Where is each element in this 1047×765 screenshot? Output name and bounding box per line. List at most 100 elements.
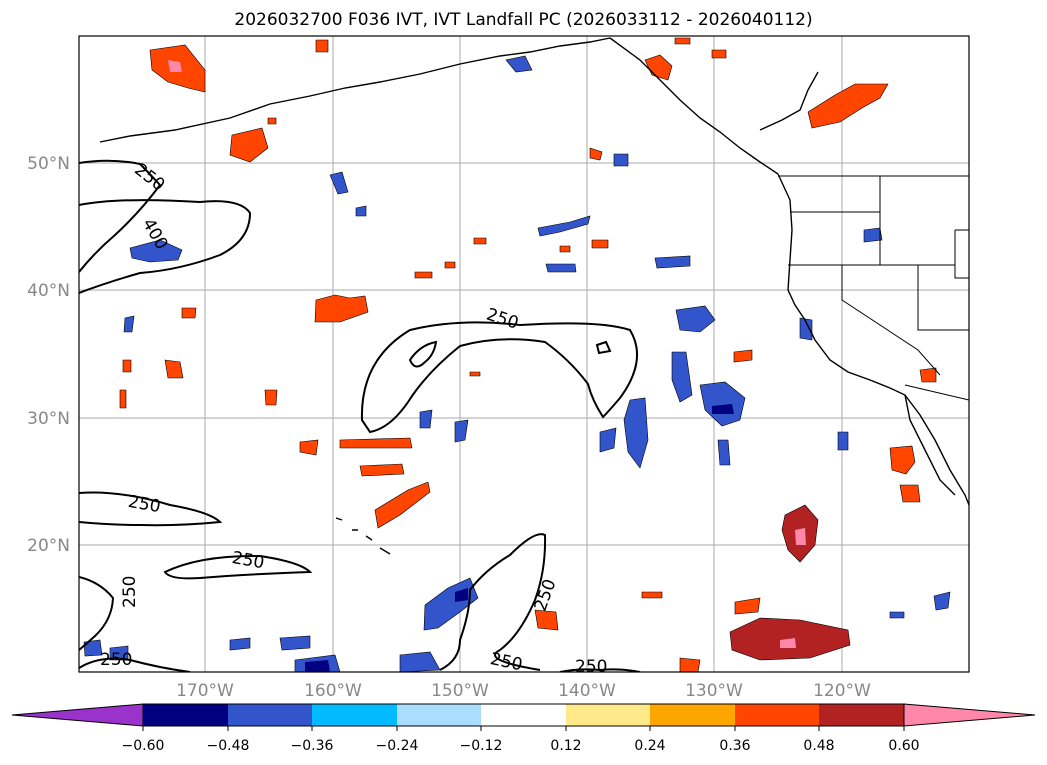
blob-pos: [734, 597, 761, 615]
lon-label: 170°W: [176, 681, 234, 701]
blob-pos: [267, 117, 277, 125]
contour-250-central-small: [595, 340, 612, 355]
blob-pos: [534, 609, 559, 631]
blob-neg: [229, 637, 251, 651]
blob-pos: [559, 245, 571, 253]
longitude-labels: 170°W 160°W 150°W 140°W 130°W 120°W: [176, 681, 871, 701]
colorbar-tick-label: −0.48: [207, 738, 250, 754]
blob-pos: [229, 127, 269, 163]
blob-neg: [837, 431, 849, 451]
blob-pos-core: [168, 60, 182, 72]
colorbar-tick-label: 0.60: [888, 738, 919, 754]
blob-pos: [591, 239, 609, 249]
contour-250-left-edge: [79, 576, 115, 651]
blob-pos: [359, 463, 405, 477]
blob-pos: [641, 591, 663, 599]
contour-250-southwest: [163, 554, 313, 580]
blob-neg: [537, 215, 591, 237]
blob-pos: [299, 439, 319, 456]
coast-baja: [904, 394, 956, 496]
lon-label: 160°W: [304, 681, 362, 701]
blob-pos: [181, 307, 197, 319]
blob-neg: [654, 255, 691, 269]
blob-neg: [83, 639, 103, 657]
latitude-labels: 50°N 40°N 30°N 20°N: [27, 154, 70, 556]
blob-pos: [374, 481, 431, 529]
colorbar-swatch: [312, 704, 397, 726]
blob-pos: [733, 349, 753, 363]
contour-250-west: [79, 491, 223, 527]
border-us-mexico: [904, 384, 969, 401]
lon-label: 120°W: [813, 681, 871, 701]
graticule: [79, 36, 969, 672]
contour-250-north: [79, 159, 162, 273]
coastlines: [99, 37, 969, 555]
blob-pos: [339, 437, 413, 449]
blob-pos: [119, 389, 127, 409]
lon-label: 140°W: [558, 681, 616, 701]
blob-pos: [473, 237, 487, 245]
blob-pos: [674, 37, 691, 45]
blob-neg: [129, 239, 183, 263]
blob-pos: [469, 371, 481, 377]
blob-neg: [123, 315, 135, 333]
blob-pos: [444, 261, 456, 269]
blob-neg: [675, 305, 716, 333]
colorbar-ticks: [142, 726, 905, 731]
blob-neg: [671, 351, 693, 403]
coast-alaska-panhandle: [609, 37, 779, 175]
colorbar: −0.60 −0.48 −0.36 −0.24 −0.12 0.12 0.24 …: [11, 703, 1036, 754]
colorbar-outline: [142, 703, 905, 727]
coast-bc-islands: [759, 71, 819, 131]
colorbar-tick-labels: −0.60 −0.48 −0.36 −0.24 −0.12 0.12 0.24 …: [122, 738, 920, 754]
contour-400: [79, 199, 252, 294]
negative-ivt-regions: [83, 55, 951, 672]
blob-neg: [863, 227, 883, 243]
blob-neg: [889, 611, 905, 619]
colorbar-swatch: [228, 704, 312, 726]
colorbar-swatch: [143, 704, 228, 726]
blob-pos: [807, 83, 889, 129]
blob-neg: [505, 55, 533, 73]
blob-neg: [717, 439, 731, 466]
lon-label: 150°W: [431, 681, 489, 701]
colorbar-extend-high: [903, 703, 1036, 727]
colorbar-swatch: [481, 704, 566, 726]
blob-neg: [613, 153, 629, 167]
border-ca-nv: [841, 265, 941, 376]
border-nv-az: [917, 265, 969, 331]
blob-pos: [644, 54, 673, 81]
colorbar-tick-label: 0.48: [803, 738, 834, 754]
blob-neg-core: [712, 404, 734, 414]
contour-label: 250: [100, 650, 132, 670]
coast-west-us: [777, 173, 969, 506]
blob-pos: [314, 294, 369, 323]
colorbar-swatch: [735, 704, 819, 726]
blob-pos: [264, 389, 278, 406]
contour-label: 250: [120, 576, 140, 608]
blob-pos-core: [780, 638, 796, 648]
colorbar-extend-low: [11, 703, 144, 727]
lat-label: 50°N: [27, 154, 70, 174]
blob-pos: [919, 367, 937, 383]
colorbar-tick-label: −0.36: [291, 738, 334, 754]
blob-pos: [711, 49, 727, 59]
colorbar-swatch: [566, 704, 650, 726]
map-plot-area: [79, 36, 969, 672]
contour-250-south: [439, 533, 547, 671]
lat-label: 40°N: [27, 281, 70, 301]
blob-pos: [899, 484, 921, 503]
blob-pos: [164, 359, 184, 379]
blob-neg: [454, 419, 469, 443]
colorbar-tick-label: −0.24: [376, 738, 419, 754]
blob-pos: [122, 359, 132, 373]
lat-label: 30°N: [27, 409, 70, 429]
contour-250-bottom: [559, 668, 641, 672]
blob-neg: [329, 171, 349, 195]
lat-label: 20°N: [27, 536, 70, 556]
blob-pos: [889, 445, 916, 475]
blob-neg: [623, 397, 649, 469]
map-title: 2026032700 F036 IVT, IVT Landfall PC (20…: [234, 10, 813, 30]
colorbar-tick-label: 0.36: [719, 738, 750, 754]
